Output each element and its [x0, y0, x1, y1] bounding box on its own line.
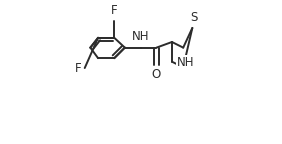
Text: NH: NH	[177, 56, 194, 69]
Text: F: F	[111, 4, 118, 17]
Text: F: F	[75, 62, 82, 75]
Text: O: O	[152, 68, 161, 81]
Text: NH: NH	[132, 30, 150, 43]
Text: S: S	[190, 11, 198, 24]
